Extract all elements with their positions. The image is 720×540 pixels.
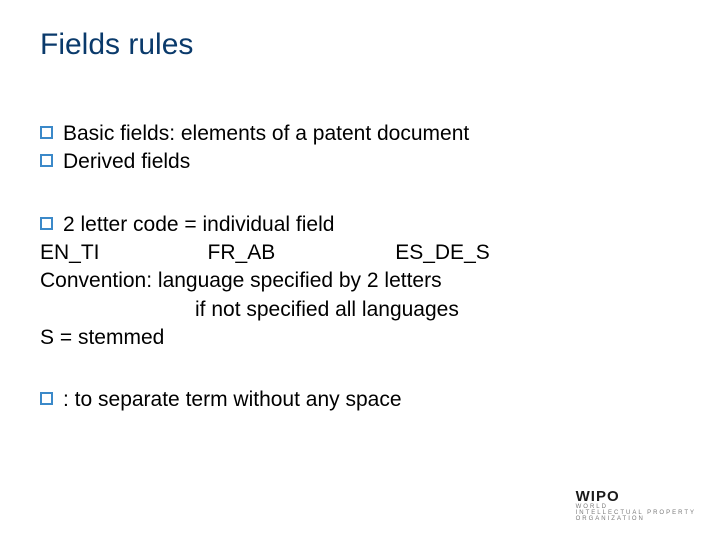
bullet-text: Derived fields <box>63 148 190 176</box>
wipo-logo: WIPO WORLD INTELLECTUAL PROPERTY ORGANIZ… <box>576 489 696 522</box>
convention-line-2: if not specified all languages <box>40 296 680 324</box>
wipo-logo-main: WIPO <box>576 489 696 504</box>
group-basic-derived: Basic fields: elements of a patent docum… <box>40 120 680 177</box>
square-bullet-icon <box>40 392 53 405</box>
group-separator: : to separate term without any space <box>40 386 680 414</box>
spacer <box>100 239 208 267</box>
bullet-text: Basic fields: elements of a patent docum… <box>63 120 469 148</box>
code-examples-row: EN_TI FR_AB ES_DE_S <box>40 239 680 267</box>
bullet-row: : to separate term without any space <box>40 386 680 414</box>
bullet-row: Derived fields <box>40 148 680 176</box>
wipo-logo-sub: ORGANIZATION <box>576 516 696 522</box>
convention-line-1: Convention: language specified by 2 lett… <box>40 267 680 295</box>
slide: Fields rules Basic fields: elements of a… <box>0 0 720 540</box>
code-es-de-s: ES_DE_S <box>395 239 490 267</box>
bullet-text: 2 letter code = individual field <box>63 211 334 239</box>
slide-title: Fields rules <box>40 28 680 62</box>
code-fr-ab: FR_AB <box>208 239 276 267</box>
group-codes: 2 letter code = individual field EN_TI F… <box>40 211 680 353</box>
bullet-text: : to separate term without any space <box>63 386 402 414</box>
square-bullet-icon <box>40 154 53 167</box>
square-bullet-icon <box>40 126 53 139</box>
spacer <box>275 239 395 267</box>
bullet-row: Basic fields: elements of a patent docum… <box>40 120 680 148</box>
square-bullet-icon <box>40 217 53 230</box>
stemmed-line: S = stemmed <box>40 324 680 352</box>
bullet-row: 2 letter code = individual field <box>40 211 680 239</box>
code-en-ti: EN_TI <box>40 239 100 267</box>
